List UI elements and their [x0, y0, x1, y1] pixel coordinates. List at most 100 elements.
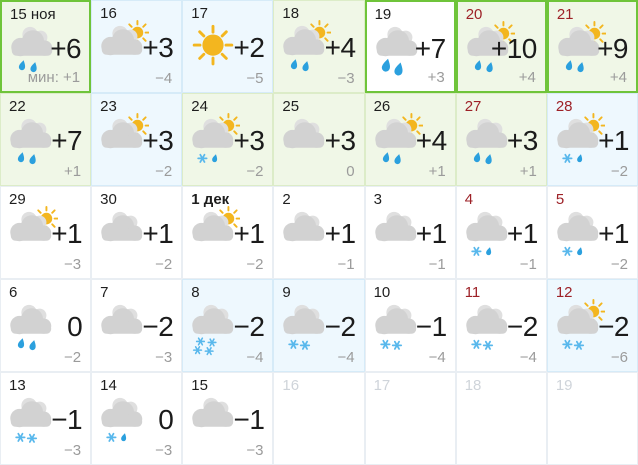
night-temp: +1: [519, 162, 537, 180]
night-temp: −1: [428, 255, 446, 273]
night-temp: −2: [155, 162, 173, 180]
day-cell[interactable]: 17 +2 −5: [182, 0, 274, 93]
day-cell[interactable]: 5 +1 −2: [546, 186, 638, 279]
cloud-rain-icon: [4, 112, 58, 170]
day-cell[interactable]: 28 +1 −2: [546, 93, 638, 186]
day-temp: +3: [506, 125, 538, 156]
day-temp: +1: [233, 218, 265, 249]
day-temp: +7: [414, 33, 446, 64]
cloud-rain-icon: [4, 298, 58, 356]
day-cell[interactable]: 22 +7 +1: [0, 93, 92, 186]
day-number: 27: [464, 98, 482, 115]
day-temp: +10: [490, 33, 538, 64]
cloud-icon: [277, 112, 331, 170]
day-cell[interactable]: 13 −1 −3: [0, 372, 92, 465]
day-temp: +4: [324, 32, 356, 63]
day-temp: +7: [51, 125, 83, 156]
night-temp: −2: [246, 162, 264, 180]
day-cell[interactable]: 16 +3 −4: [91, 0, 183, 93]
day-cell[interactable]: 6 0 −2: [0, 279, 92, 372]
day-temp: −2: [506, 311, 538, 342]
day-temp: −2: [598, 311, 629, 342]
day-cell[interactable]: 2 +1 −1: [273, 186, 365, 279]
cloud-icon: [186, 391, 240, 449]
day-cell: 17: [364, 372, 456, 465]
day-temp: +1: [51, 218, 83, 249]
day-cell[interactable]: 15 ноя +6 мин: +1: [0, 0, 92, 93]
day-number: 21: [556, 6, 574, 23]
cloud-sleet-icon: [551, 205, 605, 263]
day-cell[interactable]: 18 +4 −3: [273, 0, 365, 93]
night-temp: −5: [246, 69, 264, 87]
day-cell: 18: [455, 372, 547, 465]
day-cell[interactable]: 30 +1 −2: [91, 186, 183, 279]
day-cell[interactable]: 11 −2 −4: [455, 279, 547, 372]
day-cell[interactable]: 19 +7 +3: [364, 0, 456, 93]
day-cell[interactable]: 27 +3 +1: [455, 93, 547, 186]
day-number: 1 дек: [191, 191, 230, 208]
day-number: 19: [555, 377, 573, 394]
day-cell[interactable]: 23 +3 −2: [91, 93, 183, 186]
day-cell: 16: [273, 372, 365, 465]
day-number: 15 ноя: [10, 6, 56, 23]
day-number: 22: [9, 98, 26, 115]
day-number: 17: [373, 377, 391, 394]
cloud-snow-icon: [460, 298, 514, 356]
day-cell[interactable]: 8 −2 −4: [182, 279, 274, 372]
cloud-icon: [277, 205, 331, 263]
night-temp: −4: [519, 348, 537, 366]
day-cell[interactable]: 7 −2 −3: [91, 279, 183, 372]
day-cell[interactable]: 21 +9 +4: [546, 0, 638, 93]
day-temp: −2: [324, 311, 356, 342]
day-temp: −2: [142, 311, 174, 342]
cloud-snow-icon: [4, 391, 58, 449]
day-cell[interactable]: 14 0 −3: [91, 372, 183, 465]
day-number: 5: [555, 191, 565, 208]
day-number: 29: [9, 191, 26, 208]
day-number: 10: [373, 284, 391, 301]
day-temp: +3: [142, 32, 174, 63]
cloud-sleet-icon: [460, 205, 514, 263]
sun-cloud-icon: [95, 19, 150, 77]
night-temp: −4: [337, 348, 355, 366]
night-temp: −2: [610, 255, 628, 273]
day-temp: +1: [598, 218, 629, 249]
day-cell[interactable]: 26 +4 +1: [364, 93, 456, 186]
day-temp: 0: [67, 311, 83, 342]
day-cell[interactable]: 29 +1 −3: [0, 186, 92, 279]
day-number: 2: [282, 191, 291, 208]
day-number: 17: [191, 5, 208, 22]
cloud-rain-heavy-icon: [370, 20, 424, 78]
day-number: 26: [373, 98, 391, 115]
day-number: 19: [374, 6, 392, 23]
day-cell[interactable]: 4 +1 −1: [455, 186, 547, 279]
cloud-sleet-icon: [95, 391, 149, 449]
cloud-snow-heavy-icon: [186, 298, 240, 356]
day-cell[interactable]: 12 −2 −6: [546, 279, 638, 372]
day-cell[interactable]: 25 +3 0: [273, 93, 365, 186]
day-temp: +4: [415, 125, 447, 156]
sun-cloud-rain-icon: [552, 20, 606, 78]
day-cell[interactable]: 9 −2 −4: [273, 279, 365, 372]
night-temp: −4: [246, 348, 264, 366]
sun-icon: [186, 19, 240, 77]
day-number: 20: [465, 6, 483, 23]
day-cell[interactable]: 10 −1 −4: [364, 279, 456, 372]
cloud-icon: [95, 298, 149, 356]
sun-cloud-snow-icon: [551, 298, 605, 356]
night-temp: −1: [337, 255, 355, 273]
sun-cloud-rain-icon: [369, 112, 423, 170]
sun-cloud-sleet-icon: [186, 112, 241, 170]
night-temp: +1: [428, 162, 446, 180]
day-cell[interactable]: 3 +1 −1: [364, 186, 456, 279]
day-number: 16: [100, 5, 117, 22]
day-cell[interactable]: 1 дек +1 −2: [182, 186, 274, 279]
day-number: 23: [100, 98, 117, 115]
day-number: 25: [282, 98, 300, 115]
night-temp: −2: [155, 255, 173, 273]
day-cell[interactable]: 20 +10 +4: [455, 0, 547, 93]
day-cell[interactable]: 24 +3 −2: [182, 93, 274, 186]
day-cell[interactable]: 15 −1 −3: [182, 372, 274, 465]
day-temp: 0: [158, 404, 174, 435]
